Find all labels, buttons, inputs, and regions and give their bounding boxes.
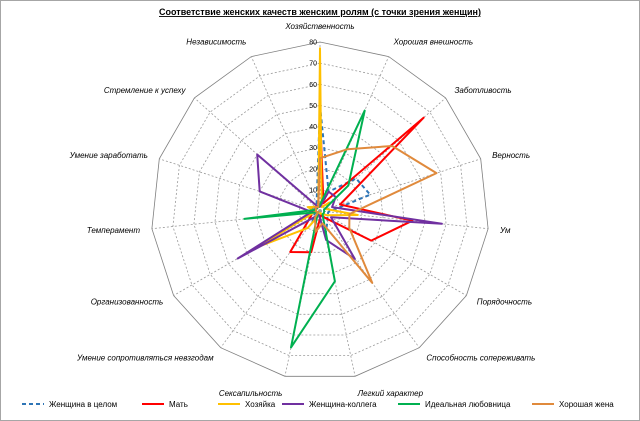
grid-spoke <box>319 210 467 296</box>
series-line <box>236 153 443 260</box>
category-label: Ум <box>499 226 511 235</box>
grid-spoke <box>159 158 321 212</box>
legend-label: Мать <box>169 400 188 409</box>
category-label: Умение сопротивляться невзгодам <box>76 353 214 362</box>
tick-label: 50 <box>309 103 317 110</box>
grid-spoke <box>319 158 481 212</box>
category-labels: Хозяйственность Хорошая внешность Заботлив… <box>69 22 536 398</box>
chart-title: Соответствие женских качеств женским рол… <box>159 7 481 17</box>
legend-label: Хорошая жена <box>559 400 614 409</box>
grid-ring <box>256 147 384 274</box>
category-label: Заботливость <box>455 86 512 95</box>
category-label: Способность сопереживать <box>426 353 535 362</box>
tick-label: 60 <box>309 82 317 89</box>
grid-ring <box>214 104 426 315</box>
tick-label: 80 <box>309 40 317 47</box>
tick-label: 20 <box>309 166 317 173</box>
category-label: Хорошая внешность <box>393 38 473 47</box>
tick-label: 40 <box>309 124 317 131</box>
category-label: Стремление к успеху <box>104 86 187 95</box>
category-label: Легкий характер <box>357 389 424 398</box>
legend-label: Хозяйка <box>245 400 276 409</box>
category-label: Организованность <box>91 298 163 307</box>
grid-spoke <box>220 210 321 348</box>
category-label: Умение заработать <box>69 151 148 160</box>
grid-spoke <box>250 56 321 212</box>
category-label: Темперамент <box>87 226 141 235</box>
grid-ring <box>172 62 468 357</box>
grid-ring <box>151 41 489 377</box>
category-label: Сексапильность <box>219 389 283 398</box>
tick-label: 70 <box>309 61 317 68</box>
data-series <box>236 47 443 349</box>
tick-label: 10 <box>309 187 317 194</box>
series-line <box>289 110 425 254</box>
series-line <box>314 145 438 284</box>
legend: Женщина в целом Мать Хозяйка Женщина-коллег… <box>22 400 614 409</box>
tick-label: 30 <box>309 145 317 152</box>
category-label: Хозяйственность <box>284 22 354 31</box>
category-label: Независимость <box>186 38 246 47</box>
grid-ring <box>298 189 342 233</box>
legend-label: Женщина в целом <box>49 400 117 409</box>
legend-label: Женщина-коллега <box>309 400 377 409</box>
legend-label: Идеальная любовница <box>425 400 511 409</box>
category-label: Порядочность <box>477 298 532 307</box>
category-label: Верность <box>492 151 530 160</box>
